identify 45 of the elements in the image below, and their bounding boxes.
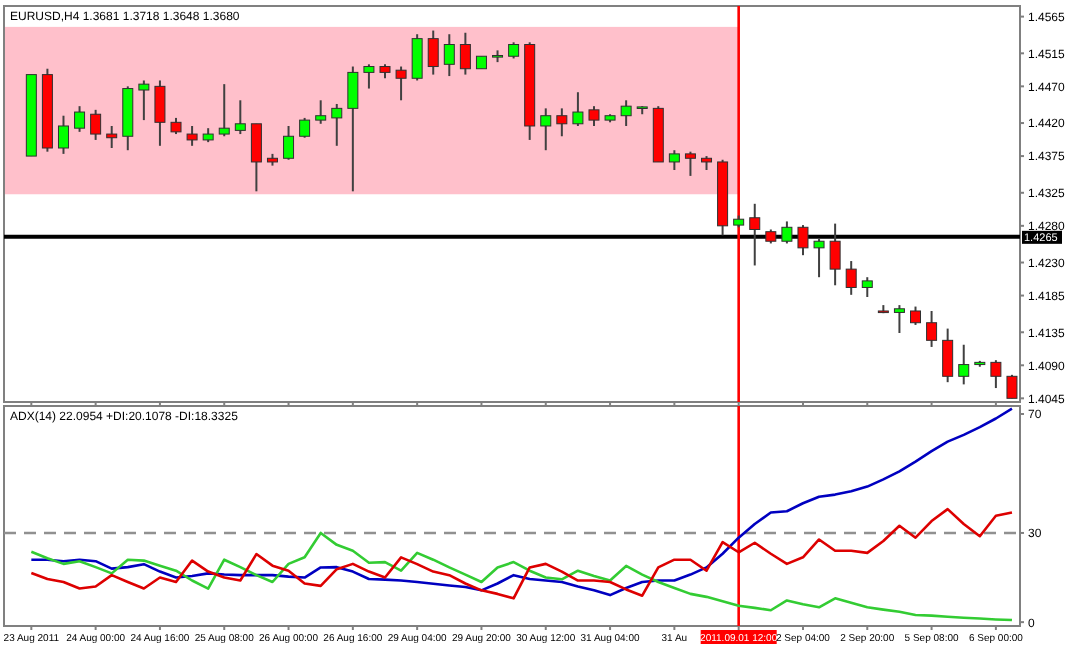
candlestick (427, 29, 439, 76)
candlestick (299, 116, 311, 139)
candlestick (942, 327, 954, 384)
candlestick (572, 91, 584, 127)
candlestick (74, 105, 86, 133)
candlestick (90, 108, 102, 141)
candlestick (781, 220, 793, 245)
candlestick (443, 33, 455, 78)
candlestick (829, 222, 841, 287)
candlestick (926, 309, 938, 348)
candlestick (556, 107, 568, 138)
candlestick (459, 31, 471, 76)
candlestick (813, 238, 825, 279)
candlestick (106, 124, 118, 150)
candlestick (283, 124, 295, 161)
candlestick (990, 359, 1002, 390)
candlestick (218, 83, 230, 138)
candlestick (861, 276, 873, 299)
candlestick (797, 224, 809, 257)
candlestick (588, 105, 600, 127)
candlestick (186, 124, 198, 147)
candlestick (57, 114, 69, 155)
candlestick (910, 305, 922, 326)
candlestick (411, 33, 423, 82)
candlestick (668, 149, 680, 172)
candlestick (363, 63, 375, 90)
candlestick (395, 65, 407, 102)
candlestick (347, 65, 359, 193)
candlestick (749, 202, 761, 267)
candlestick (250, 122, 262, 193)
candlestick (893, 304, 905, 334)
candlestick (331, 102, 343, 147)
candlestick (138, 79, 150, 122)
candlestick (540, 107, 552, 152)
candlestick (122, 85, 134, 152)
candlestick (845, 260, 857, 296)
line-series (30, 531, 1014, 622)
line-series (30, 507, 1014, 600)
candlestick (684, 150, 696, 177)
candlestick (234, 99, 246, 136)
candlestick (1006, 375, 1018, 399)
candlestick (154, 79, 166, 147)
candlestick (958, 343, 970, 386)
candlestick (620, 99, 632, 127)
candlestick (315, 99, 327, 125)
